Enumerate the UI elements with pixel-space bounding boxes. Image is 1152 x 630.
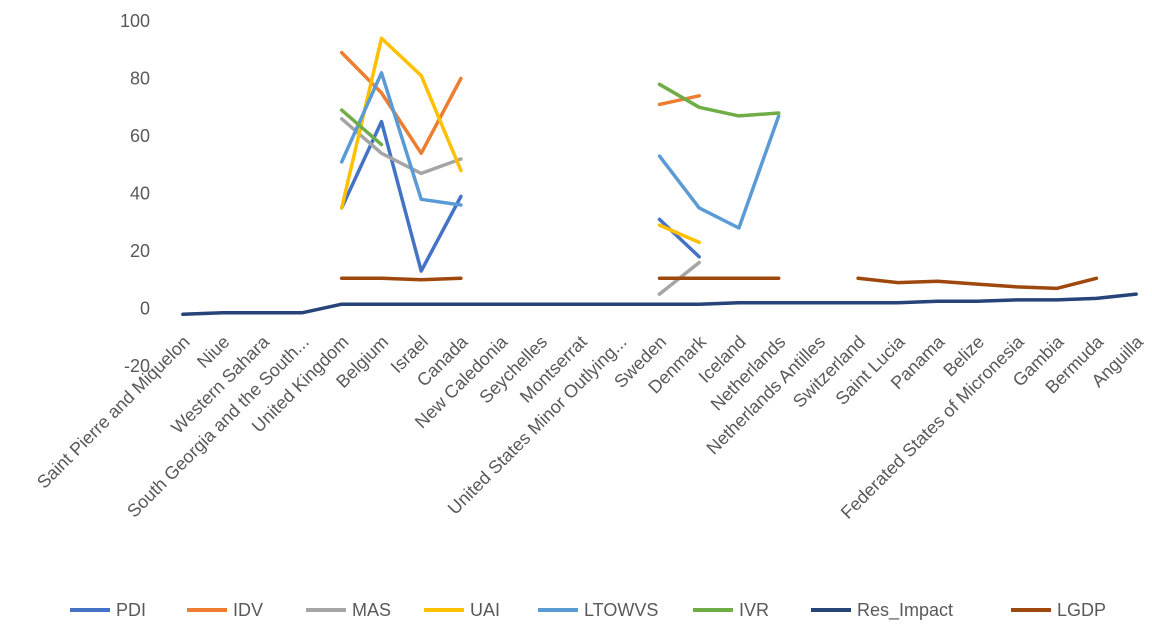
legend-label-idv: IDV — [233, 600, 263, 620]
series-line-lgdp — [339, 276, 463, 282]
y-tick-label: -20 — [124, 356, 150, 376]
series-line-ltowvs — [339, 71, 463, 207]
y-tick-label: 60 — [130, 126, 150, 146]
y-axis: -20 0 20 40 60 80 100 — [120, 11, 150, 376]
series-line-uai — [339, 36, 463, 210]
series-line-ivr — [339, 108, 384, 147]
series-lines — [181, 36, 1138, 317]
y-tick-label: 80 — [130, 69, 150, 89]
series-line-ivr — [657, 82, 781, 118]
legend-label-lgdp: LGDP — [1057, 600, 1106, 620]
series-line-lgdp — [856, 276, 1099, 291]
legend-label-ivr: IVR — [739, 600, 769, 620]
legend: PDI IDV MAS UAI LTOWVS IVR Res_Impact LGDP — [70, 600, 1106, 621]
legend-label-res-impact: Res_Impact — [857, 600, 953, 621]
series-line-idv — [657, 94, 701, 107]
series-line-idv — [339, 50, 463, 156]
y-tick-label: 20 — [130, 241, 150, 261]
series-line-mas — [339, 117, 463, 176]
series-line-res-impact — [181, 292, 1138, 317]
series-line-uai — [657, 223, 701, 245]
legend-label-mas: MAS — [352, 600, 391, 620]
series-line-ltowvs — [657, 114, 781, 230]
y-tick-label: 100 — [120, 11, 150, 31]
y-tick-label: 40 — [130, 184, 150, 204]
y-tick-label: 0 — [140, 299, 150, 319]
series-line-pdi — [339, 119, 463, 273]
legend-label-pdi: PDI — [116, 600, 146, 620]
legend-label-uai: UAI — [470, 600, 500, 620]
legend-label-ltowvs: LTOWVS — [584, 600, 658, 620]
series-line-pdi — [657, 217, 701, 259]
